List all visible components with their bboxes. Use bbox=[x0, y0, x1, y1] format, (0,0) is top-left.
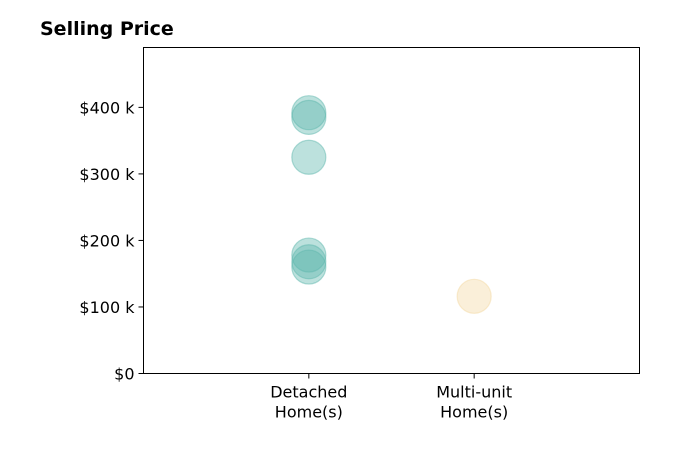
data-point bbox=[291, 244, 327, 280]
data-point bbox=[291, 95, 327, 131]
data-point bbox=[291, 99, 327, 135]
y-axis: $0 $100 k $200 k $300 k $400 k bbox=[79, 98, 144, 384]
x-axis: Detached Home(s) Multi-unit Home(s) bbox=[270, 373, 512, 422]
y-tick-label: $400 k bbox=[79, 98, 135, 117]
x-tick-label: Detached Home(s) bbox=[270, 383, 347, 422]
plot-frame bbox=[143, 47, 640, 374]
y-tick-label: $100 k bbox=[79, 298, 135, 317]
data-point bbox=[291, 249, 327, 285]
data-points bbox=[291, 95, 492, 314]
y-tick-label: $300 k bbox=[79, 165, 135, 184]
data-point bbox=[291, 139, 327, 175]
y-tick-label: $0 bbox=[114, 365, 134, 384]
y-tick-label: $200 k bbox=[79, 231, 135, 250]
chart-title: Selling Price bbox=[40, 18, 174, 40]
data-point bbox=[456, 278, 492, 314]
x-tick-label: Multi-unit Home(s) bbox=[436, 383, 512, 422]
